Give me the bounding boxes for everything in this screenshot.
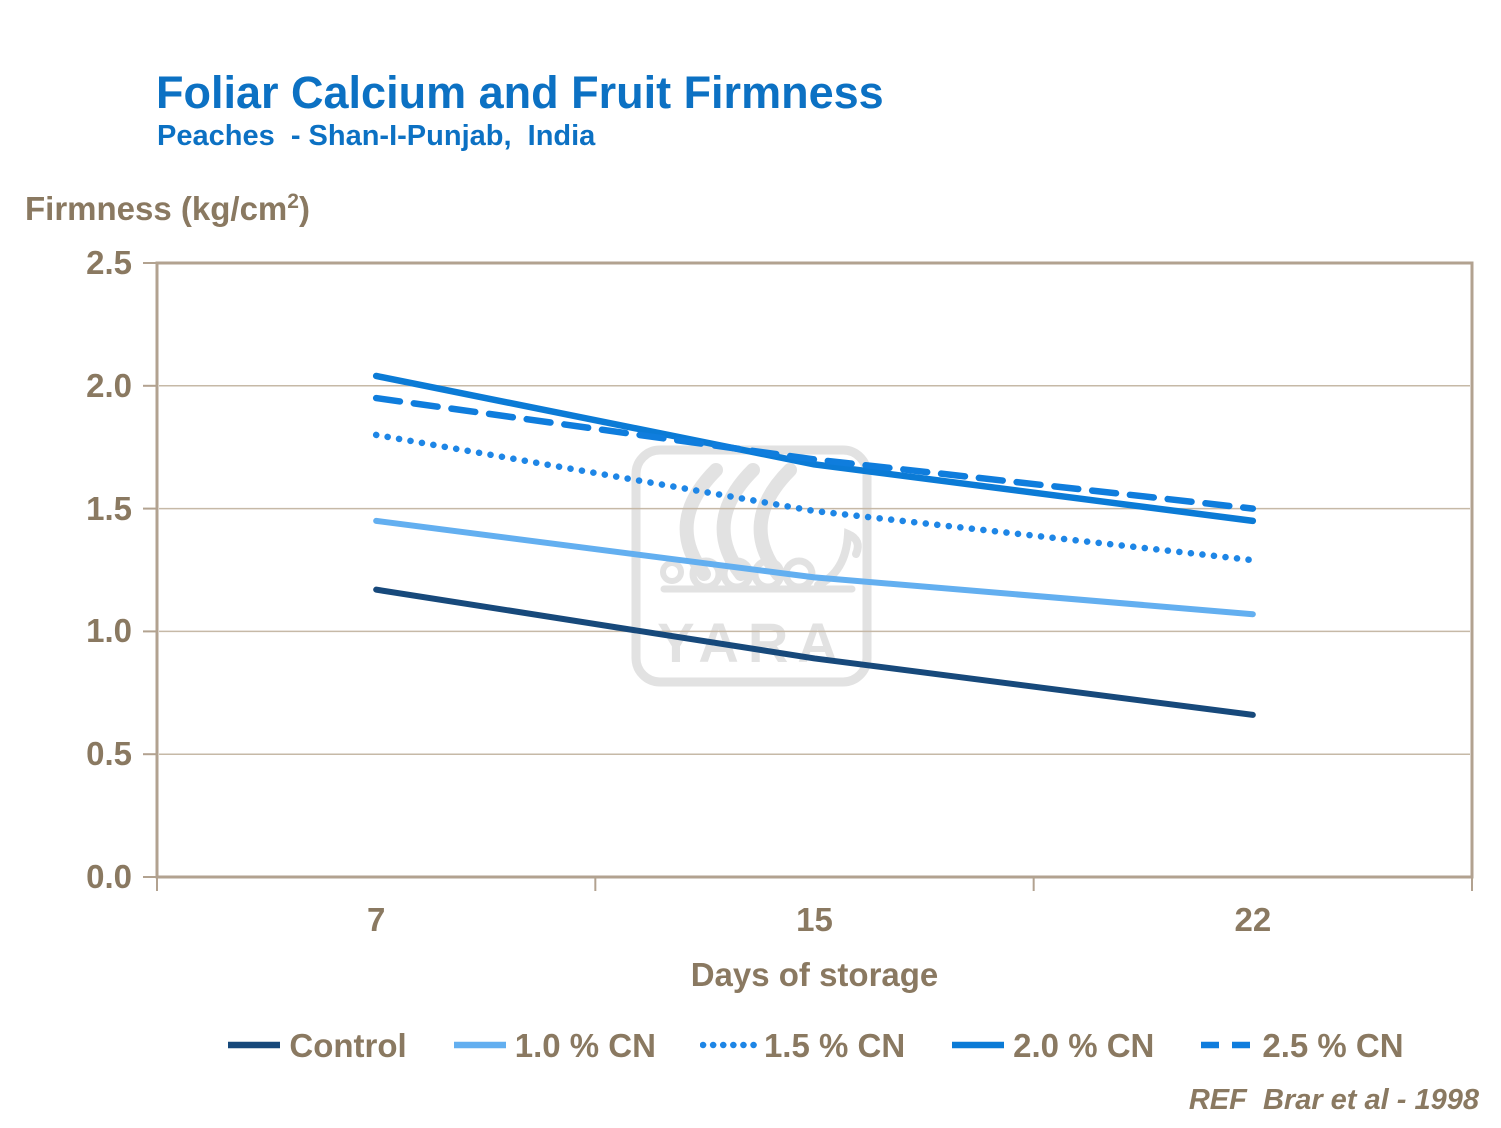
series-line-2-0-cn: [372, 372, 1257, 525]
chart-title: Foliar Calcium and Fruit Firmness: [156, 67, 884, 118]
y-tick-label: 2.0: [86, 366, 132, 404]
y-tick-label: 0.0: [86, 858, 132, 895]
legend-swatch-solid-line: [453, 1041, 506, 1049]
legend-item: 1.0 % CN: [451, 1029, 656, 1062]
y-tick-label: 2.5: [86, 244, 132, 281]
y-axis-title-sup: 2: [287, 190, 299, 213]
series-line-2-5-cn: [372, 394, 1257, 512]
x-tick-label: 15: [796, 901, 833, 938]
legend-label: Control: [289, 1026, 407, 1064]
series-line-1-0-cn: [373, 517, 1256, 618]
legend-label: 1.0 % CN: [514, 1026, 656, 1064]
y-axis-title-suffix: ): [298, 190, 310, 227]
y-axis-title-prefix: Firmness (kg/cm: [25, 190, 288, 227]
legend-swatch-solid-line: [952, 1041, 1005, 1049]
x-axis-title: Days of storage: [690, 956, 939, 993]
legend-label: 2.0 % CN: [1013, 1026, 1155, 1064]
y-tick-label: 1.0: [86, 612, 132, 650]
series-line-control: [373, 586, 1256, 718]
reference-text: REF Brar et al - 1998: [1188, 1084, 1479, 1116]
x-tick-label: 22: [1234, 901, 1272, 938]
watermark-text: YARA: [657, 611, 847, 674]
chart-subtitle: Peaches - Shan-I-Punjab, India: [157, 120, 596, 152]
plot-border: [155, 261, 1474, 879]
series-line-1-5-cn: [372, 431, 1257, 564]
y-tick-label: 0.5: [86, 735, 132, 773]
legend-label: 2.5 % CN: [1262, 1026, 1404, 1064]
legend-item: 2.0 % CN: [949, 1029, 1154, 1062]
legend-swatch-solid-line: [228, 1041, 281, 1049]
legend-item: Control: [225, 1026, 407, 1064]
y-tick-label: 1.5: [86, 489, 132, 527]
legend-item: 2.5 % CN: [1198, 1026, 1404, 1064]
y-axis-title: Firmness (kg/cm2): [25, 190, 310, 227]
legend-swatch-dashed-line: [1201, 1041, 1254, 1049]
legend-swatch-dotted-line: [699, 1041, 758, 1049]
legend-label: 1.5 % CN: [763, 1026, 906, 1064]
x-tick-label: 7: [366, 901, 386, 938]
legend: Control 1.0 % CN 1.5 % CN 2.0 % CN 2.5 % CN: [157, 1020, 1472, 1070]
legend-item: 1.5 % CN: [699, 1026, 906, 1064]
